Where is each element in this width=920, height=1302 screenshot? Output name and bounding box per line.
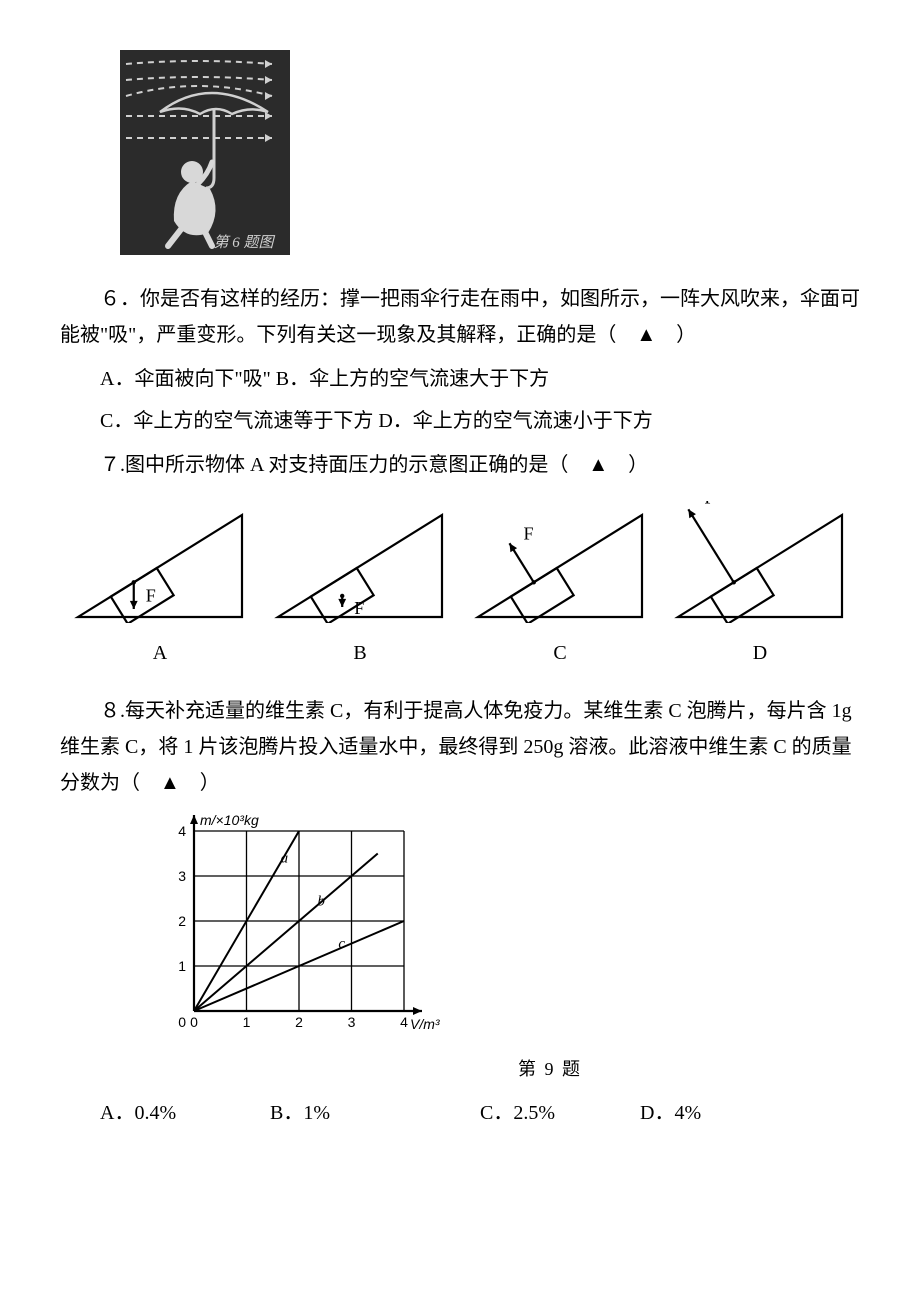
q9-caption: 第 9 题 [240,1053,860,1085]
svg-text:F: F [704,501,714,507]
svg-text:0: 0 [178,1014,186,1030]
svg-text:F: F [146,586,156,606]
incline-d: F D [672,501,848,671]
incline-c: F C [472,501,648,671]
q9-chart-svg: 0 1 1 2 2 3 3 4 4 0 m/×10³kg V/m³ a b c [150,809,440,1039]
svg-text:c: c [338,936,345,952]
svg-text:第 6 题图: 第 6 题图 [214,234,276,251]
svg-text:F: F [354,598,364,618]
svg-text:4: 4 [178,823,186,839]
incline-b: F B [272,501,448,671]
q9-chart-wrapper: 0 1 1 2 2 3 3 4 4 0 m/×10³kg V/m³ a b c 第 9 题 [150,809,860,1085]
q6-figure: 第 6 题图 [120,50,860,267]
svg-text:0: 0 [190,1014,198,1030]
q6-opt-d: D．伞上方的空气流速小于下方 [378,410,652,432]
umbrella-svg: 第 6 题图 [120,50,290,255]
svg-text:2: 2 [178,913,186,929]
q7-stem: ７.图中所示物体 A 对支持面压力的示意图正确的是（ ▲ ） [60,447,860,483]
svg-text:b: b [317,893,325,909]
q6-opt-a: A．伞面被向下"吸" [100,368,271,390]
svg-text:1: 1 [178,958,186,974]
svg-text:3: 3 [348,1014,356,1030]
incline-b-svg: F [272,501,448,623]
q6-stem: ６．你是否有这样的经历：撑一把雨伞行走在雨中，如图所示，一阵大风吹来，伞面可能被… [60,281,860,353]
q6-opt-c: C．伞上方的空气流速等于下方 [100,410,373,432]
svg-text:F: F [523,523,533,543]
q7-figure-row: F A F B F C F D [60,501,860,671]
q8-opt-c: C．2.5% [440,1095,600,1131]
q8-opt-d: D．4% [600,1095,720,1131]
incline-label-a: A [72,635,248,671]
incline-d-svg: F [672,501,848,623]
q6-options-ab: A．伞面被向下"吸" B．伞上方的空气流速大于下方 [60,361,860,397]
svg-text:a: a [281,851,289,867]
svg-text:3: 3 [178,868,186,884]
q8-options: A．0.4% B．1% C．2.5% D．4% [60,1095,860,1131]
incline-a: F A [72,501,248,671]
svg-text:2: 2 [295,1014,303,1030]
incline-label-c: C [472,635,648,671]
incline-a-svg: F [72,501,248,623]
q8-stem: ８.每天补充适量的维生素 C，有利于提高人体免疫力。某维生素 C 泡腾片，每片含… [60,693,860,801]
incline-label-d: D [672,635,848,671]
q6-options-cd: C．伞上方的空气流速等于下方 D．伞上方的空气流速小于下方 [60,403,860,439]
svg-text:4: 4 [400,1014,408,1030]
incline-c-svg: F [472,501,648,623]
svg-text:1: 1 [243,1014,251,1030]
svg-text:m/×10³kg: m/×10³kg [200,812,259,828]
svg-text:V/m³: V/m³ [410,1016,440,1032]
q6-opt-b: B．伞上方的空气流速大于下方 [276,368,549,390]
incline-label-b: B [272,635,448,671]
q8-opt-b: B．1% [230,1095,440,1131]
q8-opt-a: A．0.4% [60,1095,230,1131]
